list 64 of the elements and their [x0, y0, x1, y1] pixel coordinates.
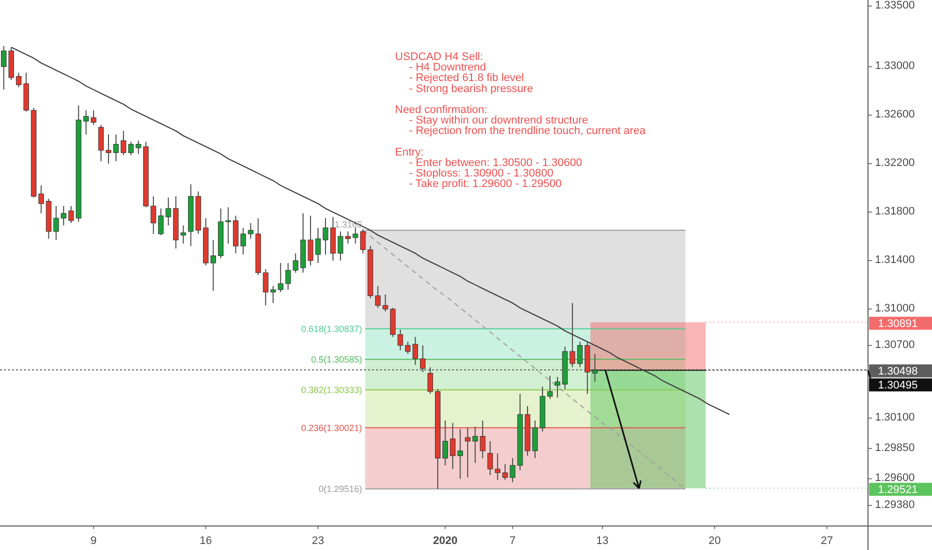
annotation: Entry: - Enter between: 1.30500 - 1.30600 - Stoploss: 1.30900 - 1.30800 - Take profit: 1.29600 - 1.29500 [395, 146, 582, 190]
candlestick [0, 46, 6, 90]
candlestick [487, 440, 493, 476]
annotation: Need confirmation: - Stay within our downtrend structure - Rejection from the trendline touch, current area [395, 104, 646, 138]
candlestick [457, 428, 463, 480]
candlestick [464, 427, 470, 478]
candlestick [382, 294, 388, 312]
candlestick [412, 336, 418, 366]
candlestick [38, 184, 44, 214]
y-tick-label: 1.29380 [875, 498, 915, 511]
candlestick [53, 206, 59, 240]
candlestick [158, 208, 164, 236]
candlestick [60, 206, 66, 226]
candlestick [166, 197, 172, 226]
candlestick [270, 286, 276, 304]
y-tick-label: 1.29600 [875, 472, 915, 484]
ref-line-label: 0.618(1.30837) [301, 324, 362, 334]
ref-line-label: 0.5(1.30585) [311, 354, 362, 365]
candlestick [248, 222, 254, 240]
ref-line-label: 0(1.29516) [318, 484, 362, 494]
candlestick [262, 268, 268, 306]
candlestick [420, 344, 426, 373]
candlestick [210, 239, 216, 292]
band-label: 1.30891 [878, 318, 918, 330]
x-tick-label: 16 [200, 535, 212, 548]
candlestick [150, 196, 156, 234]
candlestick [442, 420, 448, 466]
y-tick-label: 1.33000 [875, 60, 915, 72]
x-tick-label: 20 [708, 535, 721, 548]
y-tick-label: 1.32600 [875, 108, 915, 121]
candlestick [494, 452, 500, 480]
x-tick-label: 9 [90, 535, 97, 548]
y-tick-label: 1.31800 [875, 206, 915, 218]
candlestick [405, 341, 411, 354]
candlestick [278, 262, 284, 293]
x-tick-label: 27 [820, 535, 833, 548]
candlestick [472, 426, 478, 464]
ref-line-label: 1.30495 [878, 380, 918, 392]
x-tick-label: 7 [510, 535, 516, 548]
ref-line-label: 0.236(1.30021) [301, 422, 362, 433]
x-tick-label: 23 [312, 535, 324, 548]
y-tick-label: 1.31400 [875, 254, 915, 266]
y-tick-label: 1.32200 [875, 157, 915, 170]
candlestick [16, 72, 22, 88]
ref-line-label: 0.382(1.30333) [301, 385, 362, 396]
line-series [10, 46, 730, 416]
x-tick-label: 13 [596, 535, 608, 548]
candlestick [480, 420, 486, 459]
candlestick [428, 366, 434, 394]
candlestick [398, 329, 404, 351]
y-tick-label: 1.30100 [875, 412, 915, 424]
candlestick [180, 224, 186, 244]
candlestick [240, 227, 246, 256]
y-tick-label: 1.33500 [875, 0, 915, 12]
candlestick [450, 422, 456, 470]
band-label: 1.29521 [878, 484, 918, 496]
y-tick-label: 1.31000 [875, 302, 915, 314]
candlestick [592, 353, 598, 382]
candlestick [375, 286, 381, 308]
y-tick-label: 1.30700 [875, 338, 915, 351]
y-tick-label: 1.29850 [875, 442, 915, 454]
ref-line-label: 1.30498 [878, 366, 918, 378]
x-tick-label: 2020 [432, 535, 458, 548]
annotation: USDCAD H4 Sell: - H4 Downtrend - Rejected 61.8 fib level - Strong bearish pressure [395, 51, 534, 95]
